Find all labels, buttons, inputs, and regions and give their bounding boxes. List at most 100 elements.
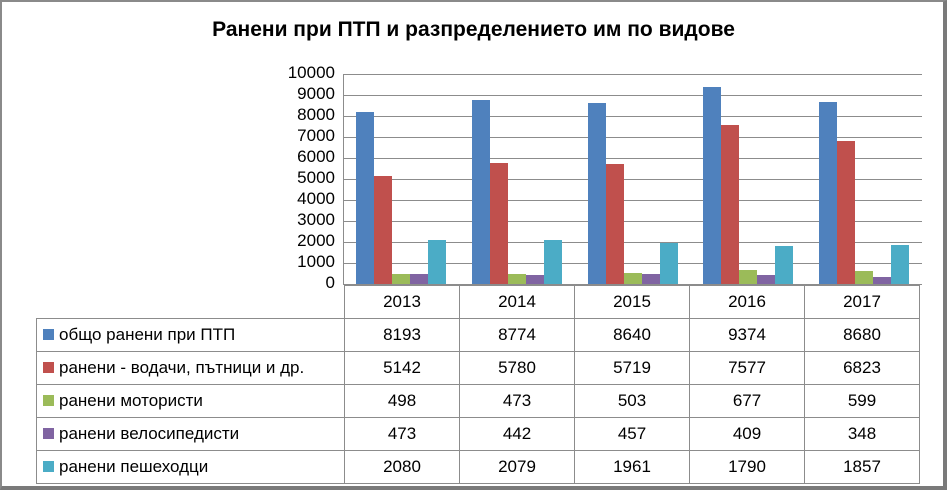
- series-legend-cell: ранени мотористи: [36, 384, 345, 418]
- series-name: ранени - водачи, пътници и др.: [59, 358, 305, 377]
- bar-2017-series-1: [837, 140, 856, 284]
- bar-2014-series-1: [489, 162, 508, 284]
- category-label: 2014: [459, 285, 575, 319]
- series-legend-cell: ранени велосипедисти: [36, 417, 345, 451]
- data-cell: 5142: [344, 351, 460, 385]
- gridline: [343, 284, 922, 285]
- bar-2014-series-3: [525, 274, 544, 284]
- gridline: [343, 95, 922, 96]
- data-cell: 1961: [574, 450, 690, 484]
- data-cell: 8774: [459, 318, 575, 352]
- table-row: ранени мотористи 498 473 503 677 599: [36, 384, 920, 418]
- table-row: общо ранени при ПТП 8193 8774 8640 9374 8680: [36, 318, 920, 352]
- bar-2017-series-4: [891, 245, 910, 284]
- data-cell: 457: [574, 417, 690, 451]
- y-tick-label: 5000: [297, 168, 335, 187]
- category-label: 2015: [574, 285, 690, 319]
- data-cell: 1790: [689, 450, 805, 484]
- data-table: 2013 2014 2015 2016 2017 общо ранени при ПТП 8…: [36, 285, 920, 484]
- bar-2016-series-2: [739, 269, 758, 284]
- data-cell: 503: [574, 384, 690, 418]
- gridline: [343, 74, 922, 75]
- y-tick-label: 7000: [297, 126, 335, 145]
- bar-2017-series-3: [873, 276, 892, 284]
- legend-swatch-icon: [43, 329, 54, 340]
- data-cell: 6823: [804, 351, 920, 385]
- y-tick-label: 4000: [297, 189, 335, 208]
- data-cell: 8640: [574, 318, 690, 352]
- y-tick-label: 3000: [297, 210, 335, 229]
- data-cell: 677: [689, 384, 805, 418]
- bar-2015-series-4: [659, 242, 678, 284]
- gridline: [343, 158, 922, 159]
- data-cell: 9374: [689, 318, 805, 352]
- bar-2015-series-0: [587, 102, 606, 284]
- legend-swatch-icon: [43, 362, 54, 373]
- bar-2015-series-1: [605, 163, 624, 284]
- data-cell: 498: [344, 384, 460, 418]
- data-cell: 8680: [804, 318, 920, 352]
- y-tick-label: 10000: [287, 63, 335, 82]
- table-header-row: 2013 2014 2015 2016 2017: [36, 285, 920, 319]
- category-label: 2017: [804, 285, 920, 319]
- y-tick-label: 2000: [297, 231, 335, 250]
- gridline: [343, 263, 922, 264]
- gridline: [343, 179, 922, 180]
- bar-2017-series-2: [855, 271, 874, 284]
- series-name: ранени мотористи: [59, 391, 203, 410]
- data-cell: 409: [689, 417, 805, 451]
- y-tick-label: 1000: [297, 252, 335, 271]
- bar-2017-series-0: [819, 101, 838, 284]
- bar-2013-series-3: [409, 274, 428, 284]
- legend-swatch-icon: [43, 428, 54, 439]
- legend-swatch-icon: [43, 395, 54, 406]
- y-tick-label: 9000: [297, 84, 335, 103]
- data-cell: 5780: [459, 351, 575, 385]
- gridline: [343, 200, 922, 201]
- data-cell: 2079: [459, 450, 575, 484]
- y-tick-label: 6000: [297, 147, 335, 166]
- data-cell: 1857: [804, 450, 920, 484]
- bar-2013-series-2: [391, 273, 410, 284]
- bar-2014-series-0: [471, 99, 490, 284]
- data-cell: 473: [344, 417, 460, 451]
- series-name: ранени велосипедисти: [59, 424, 240, 443]
- series-name: общо ранени при ПТП: [59, 325, 236, 344]
- category-label: 2016: [689, 285, 805, 319]
- y-tick-label: 8000: [297, 105, 335, 124]
- bar-2013-series-4: [427, 240, 446, 284]
- category-label: 2013: [344, 285, 460, 319]
- bar-2015-series-3: [641, 274, 660, 284]
- data-cell: 8193: [344, 318, 460, 352]
- bar-2014-series-2: [507, 274, 526, 284]
- gridline: [343, 242, 922, 243]
- bar-2016-series-0: [703, 87, 722, 284]
- gridline: [343, 116, 922, 117]
- series-legend-cell: ранени - водачи, пътници и др.: [36, 351, 345, 385]
- data-cell: 7577: [689, 351, 805, 385]
- chart-title: Ранени при ПТП и разпределението им по в…: [212, 18, 735, 41]
- bar-2015-series-2: [623, 273, 642, 284]
- bar-2013-series-1: [373, 176, 392, 284]
- y-tick-label: 0: [325, 273, 335, 292]
- bar-2016-series-1: [721, 124, 740, 284]
- bar-2016-series-3: [757, 275, 776, 284]
- legend-swatch-icon: [43, 461, 54, 472]
- bar-2013-series-0: [355, 111, 374, 284]
- data-cell: 5719: [574, 351, 690, 385]
- data-cell: 2080: [344, 450, 460, 484]
- bar-2014-series-4: [543, 240, 562, 284]
- table-corner: [36, 285, 345, 319]
- bar-2016-series-4: [775, 246, 794, 284]
- data-cell: 473: [459, 384, 575, 418]
- series-legend-cell: ранени пешеходци: [36, 450, 345, 484]
- table-row: ранени велосипедисти 473 442 457 409 348: [36, 417, 920, 451]
- table-row: ранени - водачи, пътници и др. 5142 5780 57…: [36, 351, 920, 385]
- data-cell: 348: [804, 417, 920, 451]
- table-row: ранени пешеходци 2080 2079 1961 1790 1857: [36, 450, 920, 484]
- data-cell: 599: [804, 384, 920, 418]
- series-legend-cell: общо ранени при ПТП: [36, 318, 345, 352]
- gridline: [343, 221, 922, 222]
- gridline: [343, 137, 922, 138]
